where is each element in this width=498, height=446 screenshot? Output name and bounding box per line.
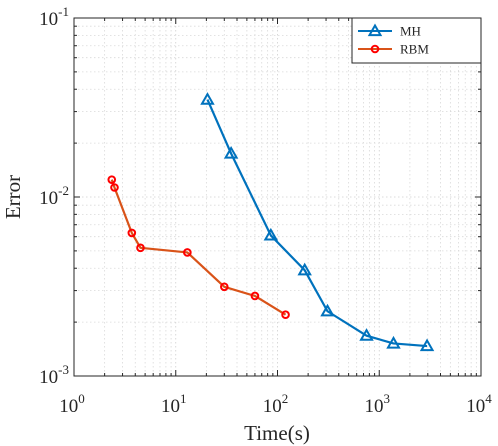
legend-marker-mh — [367, 23, 383, 37]
data-point-rbm — [219, 282, 229, 292]
data-point-rbm — [136, 243, 145, 253]
series-line-mh — [206, 99, 428, 348]
legend-marker-symbol — [370, 44, 380, 54]
data-point-mh — [359, 328, 374, 341]
legend-marker-symbol — [367, 23, 383, 37]
data-point-rbm — [281, 310, 290, 320]
y-tick-label: 10-1 — [39, 4, 69, 30]
data-point-mh — [320, 303, 335, 317]
legend-label-mh: MH — [400, 24, 421, 39]
y-tick-label: 10-3 — [39, 362, 69, 388]
x-tick-label: 103 — [365, 391, 391, 417]
y-axis-label: Error — [1, 175, 25, 219]
grid — [74, 18, 481, 376]
legend: MH RBM — [351, 17, 482, 64]
legend-label-rbm: RBM — [400, 42, 429, 57]
data-point-mh — [223, 145, 239, 159]
data-point-rbm — [183, 248, 192, 257]
y-tick-label: 10-2 — [39, 183, 69, 209]
x-axis-label: Time(s) — [244, 421, 310, 445]
x-tick-label: 104 — [466, 391, 492, 417]
y-tick-labels: 10-3 10-2 10-1 — [39, 4, 69, 388]
data-point-mh — [297, 262, 312, 276]
legend-marker-rbm — [370, 44, 380, 54]
data-point-mh — [200, 92, 215, 105]
data-point-rbm — [107, 175, 117, 184]
data-point-mh — [263, 227, 279, 241]
data-point-mh — [419, 338, 435, 352]
x-tick-label: 102 — [263, 391, 289, 417]
x-tick-labels: 100 101 102 103 104 — [59, 391, 492, 417]
data-point-rbm — [250, 291, 260, 301]
x-tick-label: 100 — [59, 391, 85, 417]
data-point-rbm — [127, 228, 137, 238]
series-line-rbm — [110, 179, 287, 316]
data-point-rbm — [110, 183, 119, 192]
legend-box — [351, 17, 482, 64]
x-tick-label: 101 — [161, 391, 187, 417]
data-point-mh — [386, 335, 401, 349]
series-group — [107, 92, 435, 352]
